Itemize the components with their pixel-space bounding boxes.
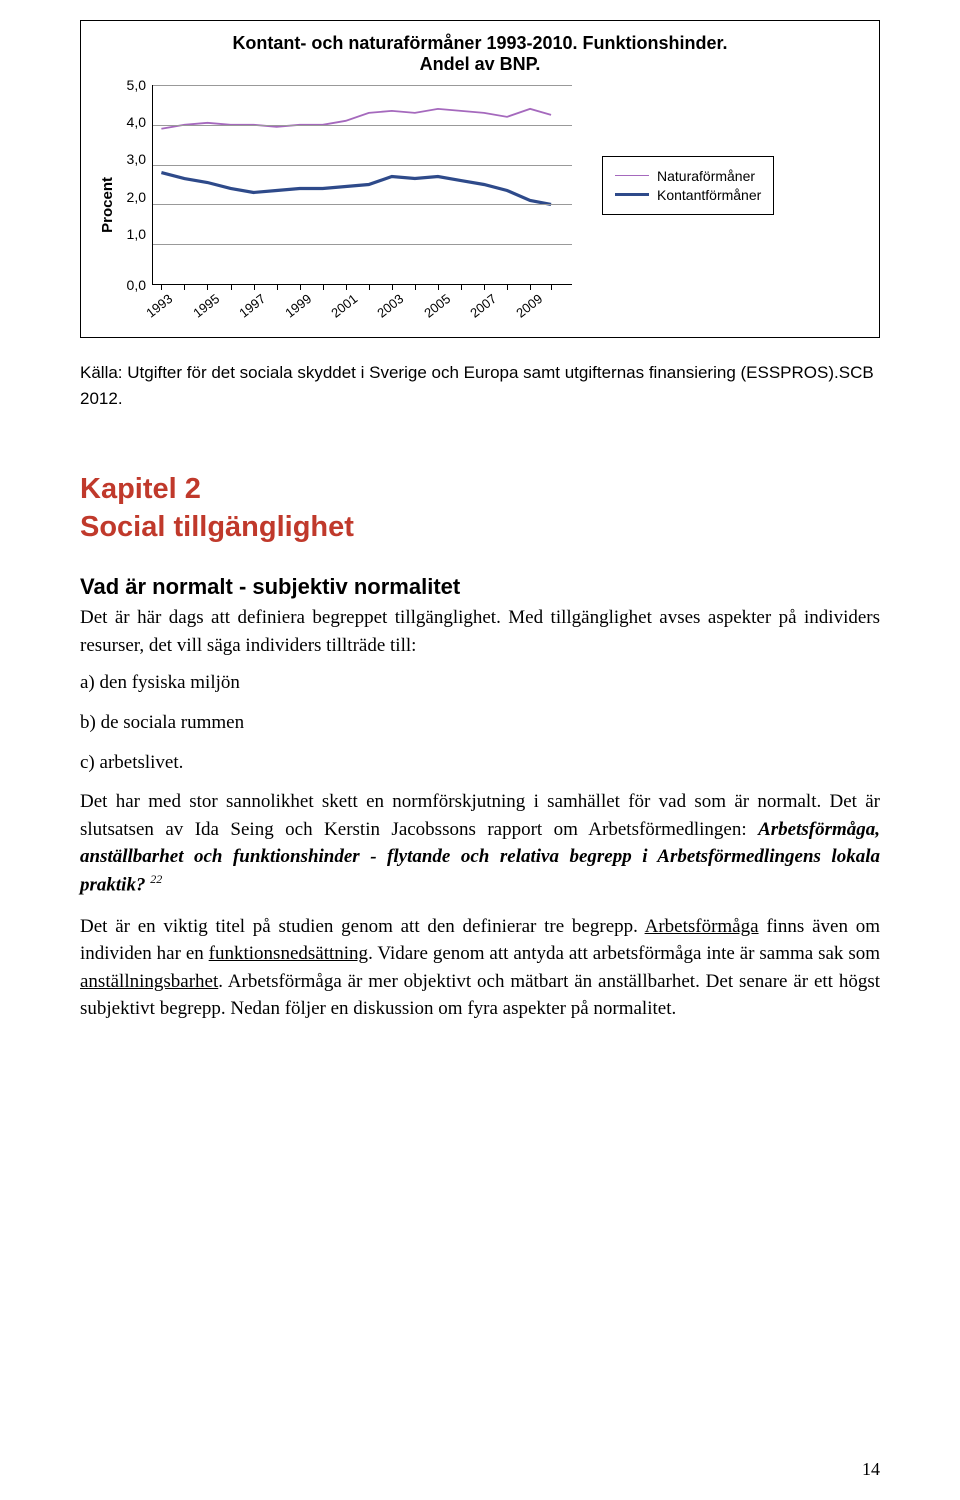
chart-title-line2: Andel av BNP. xyxy=(420,54,541,74)
legend-label-kontant: Kontantförmåner xyxy=(657,187,761,203)
x-tick-label: 2009 xyxy=(497,291,546,334)
plot-area xyxy=(152,85,572,285)
gridline xyxy=(153,204,572,205)
y-axis-ticks: 5,04,03,02,01,00,0 xyxy=(122,85,152,285)
chart-container: Kontant- och naturaförmåner 1993-2010. F… xyxy=(80,20,880,338)
gridline xyxy=(153,125,572,126)
plot-column: 5,04,03,02,01,00,0 Naturaförmåner Kontan… xyxy=(122,85,774,325)
chart-legend: Naturaförmåner Kontantförmåner xyxy=(602,156,774,215)
gridline xyxy=(153,244,572,245)
chapter-number: Kapitel 2 xyxy=(80,473,201,505)
y-tick-label: 2,0 xyxy=(122,190,146,204)
x-tick-label: 1995 xyxy=(173,291,222,334)
x-tick-label: 1999 xyxy=(266,291,315,334)
legend-item-kontant: Kontantförmåner xyxy=(615,187,761,203)
paragraph-3: Det är en viktig titel på studien genom … xyxy=(80,913,880,1023)
para3-seg-c: . Vidare genom att antyda att arbetsförm… xyxy=(368,943,880,964)
list-item-c: c) arbetslivet. xyxy=(80,749,880,777)
x-tick-label: 2007 xyxy=(450,291,499,334)
chart-title: Kontant- och naturaförmåner 1993-2010. F… xyxy=(99,33,861,75)
paragraph-1: Det är här dags att definiera begreppet … xyxy=(80,604,880,659)
x-tick-label: 2005 xyxy=(404,291,453,334)
x-axis-labels: 199319951997199920012003200520072009 xyxy=(152,285,572,325)
x-tick-label: 2003 xyxy=(358,291,407,334)
list-item-a: a) den fysiska miljön xyxy=(80,669,880,697)
legend-line-natura xyxy=(615,175,649,176)
legend-line-kontant xyxy=(615,193,649,196)
source-citation: Källa: Utgifter för det sociala skyddet … xyxy=(80,360,880,411)
para3-seg-a: Det är en viktig titel på studien genom … xyxy=(80,916,645,937)
para3-underline-1: Arbetsförmåga xyxy=(645,916,759,937)
chapter-heading: Kapitel 2 Social tillgänglighet xyxy=(80,471,880,546)
x-tick-label: 1997 xyxy=(219,291,268,334)
chapter-name: Social tillgänglighet xyxy=(80,511,354,543)
y-tick-label: 1,0 xyxy=(122,227,146,241)
paragraph-2: Det har med stor sannolikhet skett en no… xyxy=(80,788,880,899)
y-tick-label: 4,0 xyxy=(122,115,146,129)
legend-label-natura: Naturaförmåner xyxy=(657,168,755,184)
page-number: 14 xyxy=(862,1459,880,1480)
y-axis-label: Procent xyxy=(99,177,116,233)
chart-title-line1: Kontant- och naturaförmåner 1993-2010. F… xyxy=(232,33,727,53)
plot-row: 5,04,03,02,01,00,0 Naturaförmåner Kontan… xyxy=(122,85,774,285)
x-tick-label: 1993 xyxy=(127,291,176,334)
para3-underline-2: funktionsnedsättning xyxy=(209,943,368,964)
legend-item-natura: Naturaförmåner xyxy=(615,168,761,184)
gridline xyxy=(153,85,572,86)
series-line xyxy=(161,173,551,205)
chart-svg xyxy=(153,85,572,284)
chart-body: Procent 5,04,03,02,01,00,0 Naturaförmåne… xyxy=(99,85,861,325)
footnote-ref-22: 22 xyxy=(150,872,162,886)
y-tick-label: 0,0 xyxy=(122,278,146,292)
section-heading: Vad är normalt - subjektiv normalitet xyxy=(80,574,880,600)
x-tick-label: 2001 xyxy=(312,291,361,334)
y-tick-label: 3,0 xyxy=(122,152,146,166)
list-item-b: b) de sociala rummen xyxy=(80,709,880,737)
para3-underline-3: anställningsbarhet xyxy=(80,971,218,992)
gridline xyxy=(153,165,572,166)
y-tick-label: 5,0 xyxy=(122,78,146,92)
